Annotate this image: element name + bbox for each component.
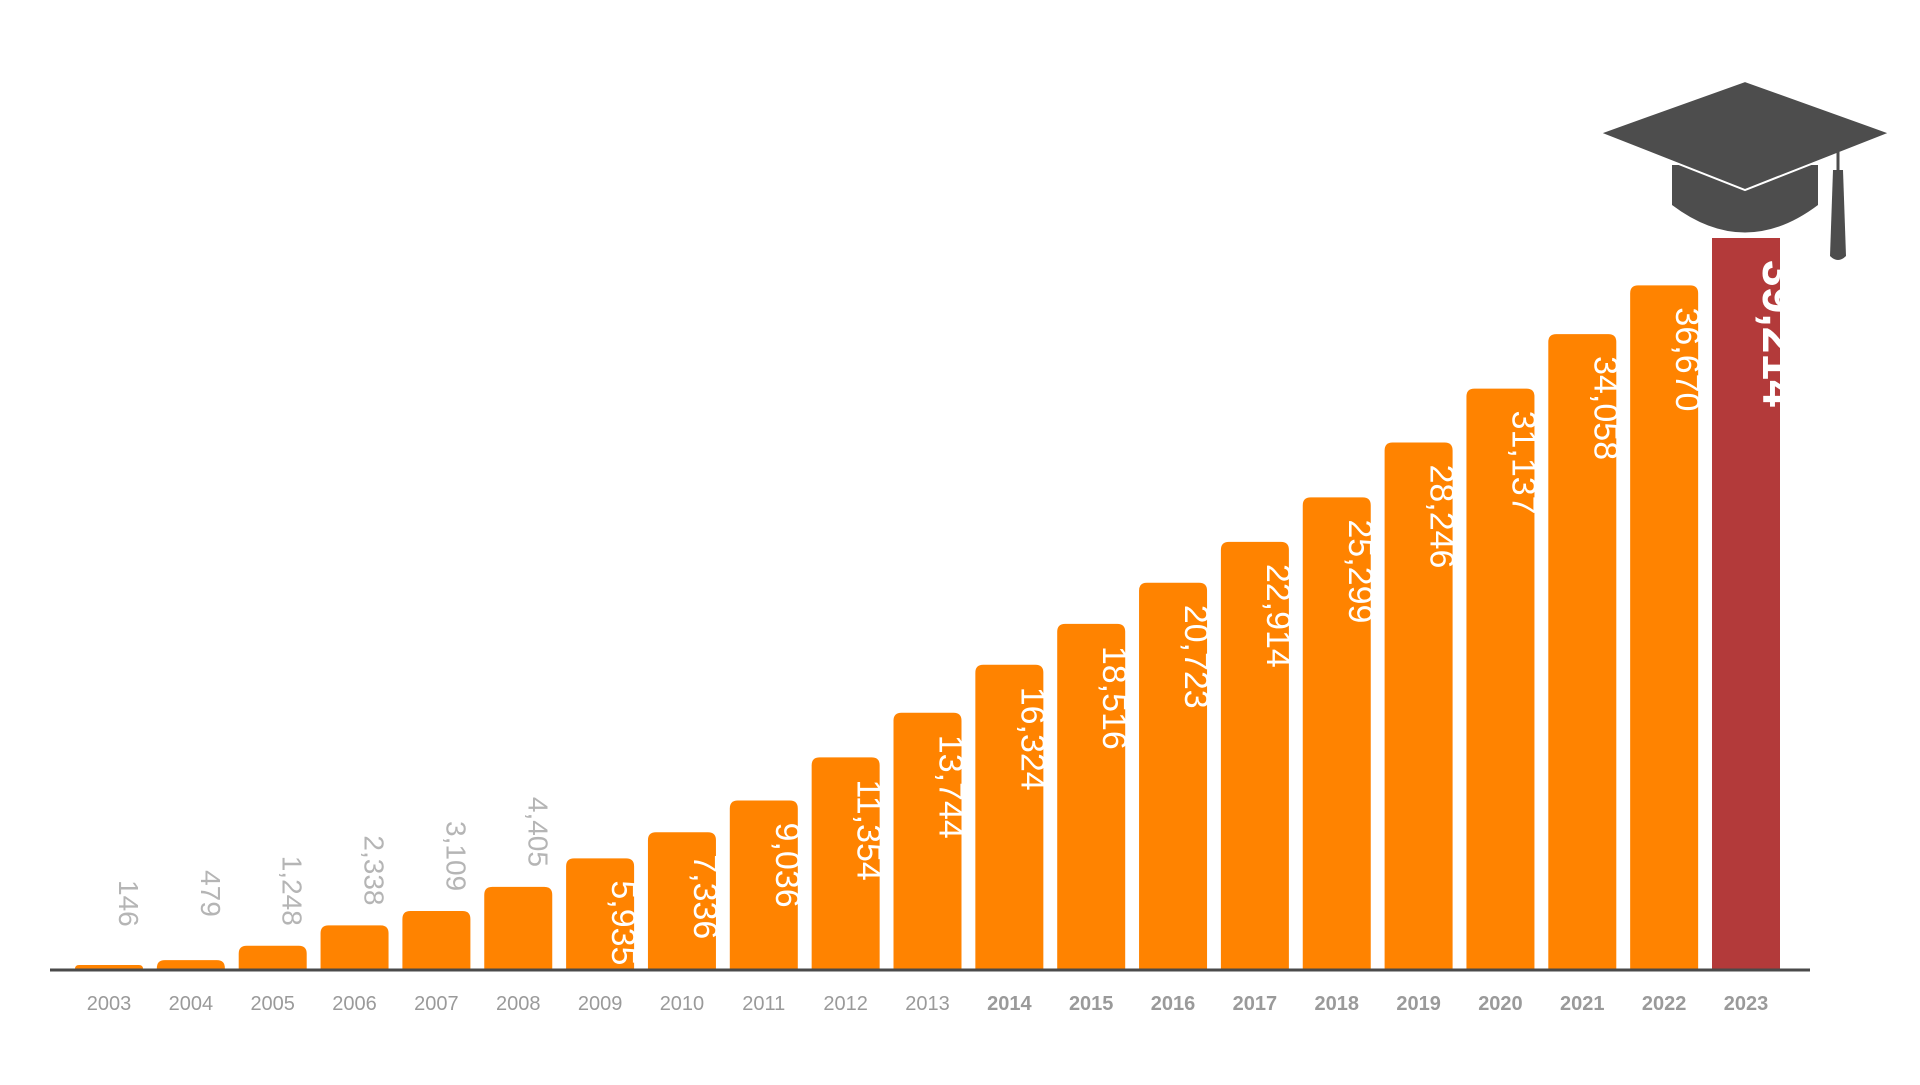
x-tick-2015: 2015 <box>1069 993 1114 1015</box>
value-label-2005: 1,248 <box>277 856 308 926</box>
bar-2016 <box>1139 582 1208 969</box>
x-tick-2018: 2018 <box>1315 993 1360 1015</box>
bar-2010 <box>647 832 716 969</box>
bar-2023 <box>1712 238 1780 969</box>
bar-2014 <box>975 664 1044 969</box>
value-label-2013: 13,744 <box>932 735 970 839</box>
value-label-2021: 34,058 <box>1586 356 1624 460</box>
value-label-2015: 18,516 <box>1095 646 1133 750</box>
bar-2012 <box>811 757 880 969</box>
bar-2004 <box>156 960 225 969</box>
bar-2008 <box>484 886 553 969</box>
value-label-2007: 3,109 <box>440 821 471 891</box>
bar-2019 <box>1384 442 1453 970</box>
value-label-2023: 39,214 <box>1752 260 1805 407</box>
x-tick-2007: 2007 <box>414 993 459 1015</box>
bars-layer <box>75 238 1780 970</box>
x-tick-2020: 2020 <box>1478 993 1523 1015</box>
value-label-2014: 16,324 <box>1013 687 1051 791</box>
x-tick-2003: 2003 <box>87 993 132 1015</box>
bar-2018 <box>1302 497 1371 969</box>
bar-2009 <box>566 858 635 969</box>
bar-2005 <box>238 945 307 969</box>
value-label-2010: 7,336 <box>686 854 724 939</box>
value-label-2004: 479 <box>195 870 226 917</box>
value-label-2011: 9,036 <box>768 823 806 908</box>
value-label-2017: 22,914 <box>1259 564 1297 668</box>
x-tick-2008: 2008 <box>496 993 541 1015</box>
x-tick-2016: 2016 <box>1151 993 1196 1015</box>
x-tick-labels-layer: 2003 2004 2005 2006 2007 2008 2009 2010 2011 2012… <box>87 993 1769 1015</box>
x-tick-2022: 2022 <box>1642 993 1687 1015</box>
graduation-cap-icon <box>1597 79 1893 260</box>
value-label-2022: 36,670 <box>1668 307 1706 411</box>
value-label-2008: 4,405 <box>522 797 553 867</box>
bar-2007 <box>402 911 471 969</box>
bar-2011 <box>729 800 798 969</box>
x-tick-2004: 2004 <box>169 993 214 1015</box>
value-label-2018: 25,299 <box>1341 519 1379 623</box>
bar-2006 <box>320 925 389 969</box>
bar-2020 <box>1466 388 1535 969</box>
x-tick-2019: 2019 <box>1396 993 1441 1015</box>
x-tick-2009: 2009 <box>578 993 623 1015</box>
bar-2022 <box>1630 285 1699 969</box>
bar-2013 <box>893 712 962 969</box>
x-tick-2005: 2005 <box>250 993 295 1015</box>
value-label-2012: 11,354 <box>850 779 888 880</box>
value-label-2020: 31,137 <box>1504 411 1542 515</box>
x-tick-2012: 2012 <box>823 993 868 1015</box>
x-tick-2023: 2023 <box>1724 993 1769 1015</box>
x-tick-2006: 2006 <box>332 993 377 1015</box>
cap-crown <box>1672 165 1818 233</box>
cap-board <box>1597 79 1893 192</box>
x-tick-2013: 2013 <box>905 993 950 1015</box>
bar-2021 <box>1548 334 1617 969</box>
value-label-2006: 2,338 <box>359 835 390 905</box>
bar-2003 <box>75 965 143 969</box>
value-labels-layer: 146 479 1,248 2,338 3,109 4,405 5,935 7,336 9,03… <box>113 260 1805 965</box>
bar-2015 <box>1057 623 1126 969</box>
cap-tassel <box>1830 170 1846 260</box>
x-tick-2021: 2021 <box>1560 993 1605 1015</box>
bar-2017 <box>1220 541 1289 969</box>
x-tick-2011: 2011 <box>742 993 785 1015</box>
x-tick-2014: 2014 <box>987 993 1032 1015</box>
x-tick-2010: 2010 <box>660 993 705 1015</box>
value-label-2009: 5,935 <box>604 880 642 965</box>
value-label-2003: 146 <box>113 880 144 927</box>
value-label-2019: 28,246 <box>1423 464 1461 568</box>
value-label-2016: 20,723 <box>1177 605 1215 709</box>
x-tick-2017: 2017 <box>1233 993 1278 1015</box>
